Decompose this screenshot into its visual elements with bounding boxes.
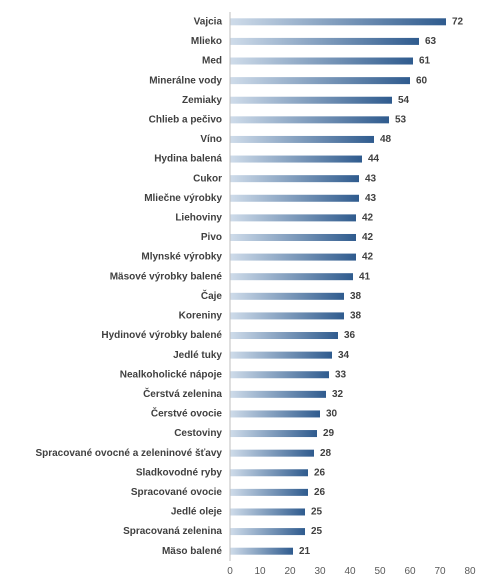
bar (230, 371, 329, 379)
category-label: Čerstvé ovocie (151, 407, 223, 420)
bar (230, 273, 353, 281)
category-label: Med (202, 56, 222, 67)
category-label: Spracovaná zelenina (123, 526, 222, 537)
data-label: 60 (416, 75, 428, 86)
x-tick-label: 20 (284, 566, 296, 577)
bars-group (230, 18, 446, 555)
x-axis-ticks: 0 10 20 30 40 50 60 70 80 (227, 566, 476, 577)
category-label: Mliečne výrobky (144, 193, 222, 204)
category-label: Hydina balená (154, 154, 222, 165)
bar (230, 57, 413, 65)
data-label: 30 (326, 409, 338, 420)
category-label: Pivo (201, 232, 222, 243)
category-label: Nealkoholické nápoje (120, 369, 223, 380)
data-label: 25 (311, 526, 323, 537)
x-tick-label: 50 (374, 566, 386, 577)
bar (230, 528, 305, 536)
data-label: 43 (365, 173, 377, 184)
x-tick-label: 40 (344, 566, 356, 577)
data-label: 32 (332, 389, 344, 400)
category-label: Liehoviny (175, 213, 222, 224)
category-label: Cestoviny (174, 428, 222, 439)
bar (230, 351, 332, 359)
bar (230, 449, 314, 457)
bar (230, 175, 359, 183)
category-label: Sladkovodné ryby (136, 467, 223, 478)
data-label: 34 (338, 350, 350, 361)
category-label: Spracované ovocie (131, 487, 223, 498)
labels-group: Vajcia 72 Mlieko 63 Med 61 Minerálne vody 60 Zem… (35, 16, 463, 556)
data-label: 53 (395, 114, 407, 125)
category-label: Jedlé tuky (173, 350, 222, 361)
category-label: Cukor (193, 173, 222, 184)
bar (230, 292, 344, 300)
category-label: Koreniny (179, 311, 223, 322)
x-tick-label: 0 (227, 566, 233, 577)
bar (230, 390, 326, 398)
bar (230, 96, 392, 104)
x-tick-label: 80 (464, 566, 476, 577)
data-label: 42 (362, 252, 374, 263)
category-label: Mlynské výrobky (141, 252, 222, 263)
data-label: 26 (314, 487, 326, 498)
data-label: 26 (314, 467, 326, 478)
data-label: 48 (380, 134, 392, 145)
data-label: 38 (350, 311, 362, 322)
bar (230, 410, 320, 418)
data-label: 36 (344, 330, 356, 341)
bar (230, 508, 305, 516)
bar (230, 116, 389, 124)
category-label: Čerstvá zelenina (143, 387, 222, 400)
bar (230, 135, 374, 143)
category-label: Spracované ovocné a zeleninové šťavy (35, 448, 222, 459)
bar (230, 77, 410, 85)
category-label: Mäso balené (162, 546, 222, 557)
data-label: 44 (368, 154, 380, 165)
data-label: 63 (425, 36, 437, 47)
bar (230, 430, 317, 438)
category-label: Vajcia (194, 16, 223, 27)
x-tick-label: 60 (404, 566, 416, 577)
bar (230, 37, 419, 45)
bar (230, 547, 293, 555)
data-label: 33 (335, 369, 347, 380)
data-label: 38 (350, 291, 362, 302)
data-label: 42 (362, 232, 374, 243)
bar (230, 469, 308, 477)
category-label: Mäsové výrobky balené (110, 271, 223, 282)
bar (230, 253, 356, 261)
x-tick-label: 30 (314, 566, 326, 577)
category-label: Minerálne vody (149, 75, 222, 86)
bar (230, 155, 362, 163)
bar (230, 332, 338, 340)
data-label: 54 (398, 95, 410, 106)
bar (230, 194, 359, 202)
category-label: Mlieko (191, 36, 222, 47)
data-label: 42 (362, 213, 374, 224)
category-label: Chlieb a pečivo (149, 114, 222, 125)
data-label: 21 (299, 546, 311, 557)
category-label: Hydinové výrobky balené (101, 330, 222, 341)
x-tick-label: 70 (434, 566, 446, 577)
category-label: Zemiaky (182, 95, 222, 106)
data-label: 72 (452, 16, 464, 27)
category-label: Čaje (201, 289, 223, 302)
bar (230, 488, 308, 496)
data-label: 43 (365, 193, 377, 204)
data-label: 61 (419, 56, 431, 67)
data-label: 41 (359, 271, 371, 282)
category-label: Jedlé oleje (171, 507, 223, 518)
bar (230, 312, 344, 320)
category-label: Víno (200, 134, 222, 145)
data-label: 25 (311, 507, 323, 518)
bar (230, 214, 356, 222)
data-label: 29 (323, 428, 335, 439)
bar (230, 233, 356, 241)
bar (230, 18, 446, 26)
data-label: 28 (320, 448, 332, 459)
x-tick-label: 10 (254, 566, 266, 577)
